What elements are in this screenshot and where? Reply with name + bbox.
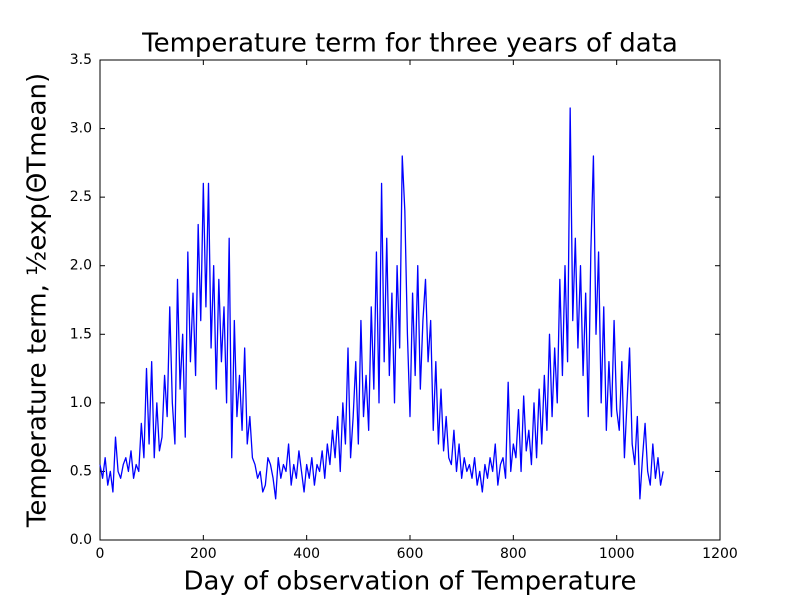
x-tick-label: 0 (96, 546, 105, 562)
y-tick-label: 0.5 (70, 463, 92, 479)
data-line (99, 107, 664, 500)
x-tick-label: 600 (397, 546, 424, 562)
x-tick-label: 1000 (599, 546, 635, 562)
y-tick-label: 3.0 (70, 121, 92, 137)
x-tick-label: 200 (190, 546, 217, 562)
y-tick-label: 1.0 (70, 395, 92, 411)
y-tick-label: 1.5 (70, 326, 92, 342)
x-tick-label: 1200 (702, 546, 738, 562)
x-axis-label: Day of observation of Temperature (184, 567, 637, 597)
y-tick-label: 2.5 (70, 189, 92, 205)
y-tick-label: 0.0 (70, 532, 92, 548)
x-tick-label: 400 (293, 546, 320, 562)
chart-title: Temperature term for three years of data (141, 29, 678, 59)
y-tick-label: 2.0 (70, 258, 92, 274)
x-tick-label: 800 (500, 546, 527, 562)
y-tick-label: 3.5 (70, 52, 92, 68)
y-axis-label: Temperature term, ½exp(ΘTmean) (23, 73, 53, 528)
